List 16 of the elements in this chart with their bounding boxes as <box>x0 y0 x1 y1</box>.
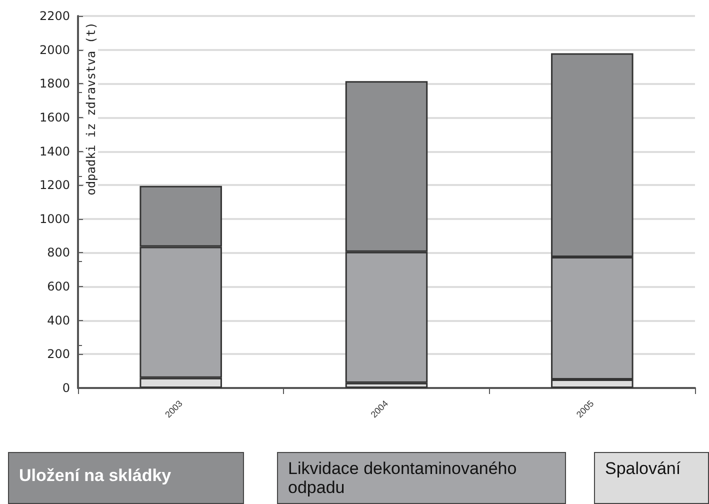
y-tick-label: 0 <box>62 381 70 395</box>
y-tick-label: 2000 <box>39 42 70 57</box>
y-tick-label: 1400 <box>39 144 70 158</box>
text: Uložení na skládky <box>8 452 244 504</box>
y-tick-label: 200 <box>47 347 70 362</box>
y-tick-label: 400 <box>47 313 70 328</box>
text: Spalování <box>594 452 709 504</box>
y-tick-label: 600 <box>47 280 70 294</box>
y-tick-label: 1000 <box>39 212 70 226</box>
y-tick-label: 1200 <box>39 178 70 192</box>
text: Likvidace dekontaminovaného odpadu <box>277 452 566 504</box>
y-axis-title: odpadki iz zdravstva (t) <box>84 22 98 196</box>
y-tick-label: 800 <box>47 246 70 260</box>
y-tick-label: 2200 <box>39 9 70 23</box>
y-tick-label: 1800 <box>39 76 70 91</box>
y-tick-label: 1600 <box>39 110 70 124</box>
